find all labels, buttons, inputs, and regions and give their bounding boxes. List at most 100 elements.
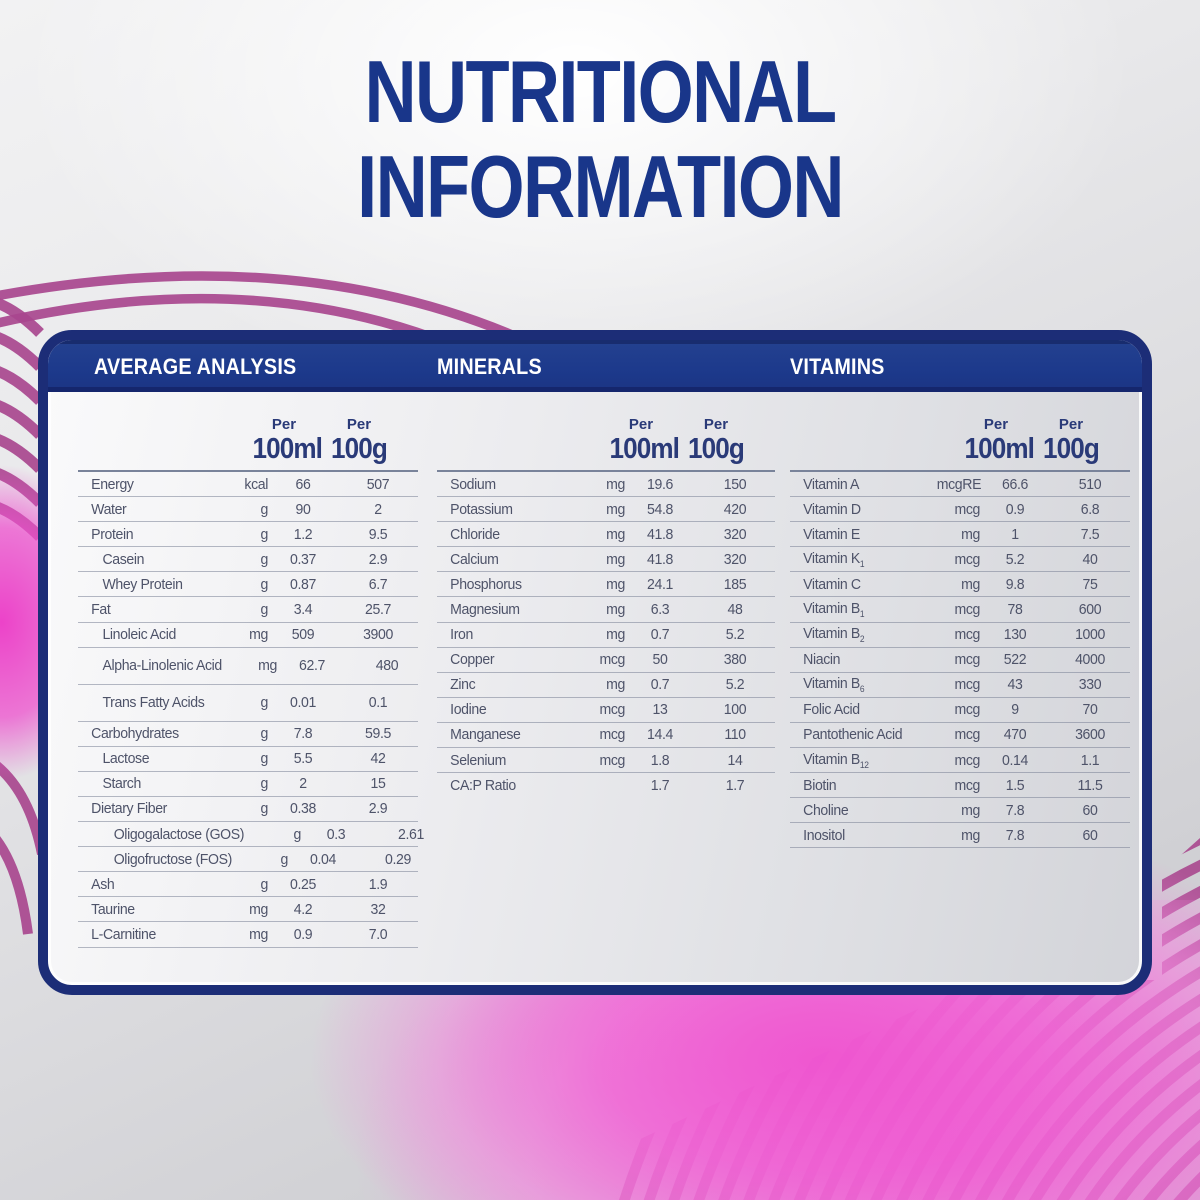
row-value-per-100ml: 522 [1003, 651, 1027, 669]
row-unit: g [260, 775, 269, 793]
row-value-per-100g: 320 [723, 525, 747, 543]
row-value-per-100g: 60 [1082, 801, 1098, 819]
row-value-per-100g: 75 [1082, 575, 1098, 593]
row-unit: g [260, 550, 269, 568]
row-label: Ash [91, 875, 115, 893]
row-value-per-100ml: 90 [295, 500, 311, 518]
table-row: Carbohydrates g 7.8 59.5 [78, 722, 418, 747]
row-unit: mg [249, 925, 268, 943]
column-header-per-100ml: Per 100ml [964, 416, 1035, 465]
table-row: Oligofructose (FOS) g 0.04 0.29 [78, 847, 418, 873]
row-value-per-100ml: 19.6 [647, 475, 673, 493]
row-unit: mg [606, 626, 625, 644]
table-row: Potassium mg 54.8 420 [437, 497, 775, 523]
row-value-per-100ml: 0.9 [1005, 500, 1025, 518]
row-label: Vitamin B12 [803, 750, 869, 770]
row-value-per-100ml: 4.2 [293, 900, 313, 918]
row-value-per-100ml: 14.4 [647, 726, 673, 744]
row-unit: mg [606, 601, 625, 619]
row-label: Lactose [102, 750, 150, 768]
row-value-per-100g: 40 [1082, 550, 1098, 568]
row-value-per-100ml: 1.7 [650, 777, 670, 795]
row-label: CA:P Ratio [450, 777, 516, 795]
table-row: Choline mg 7.8 60 [790, 798, 1130, 824]
row-value-per-100ml: 7.8 [1005, 826, 1025, 844]
table-row: Protein g 1.2 9.5 [78, 522, 418, 548]
row-value-per-100ml: 43 [1007, 676, 1023, 694]
section-heading-minerals: MINERALS [437, 354, 542, 379]
row-value-per-100g: 1000 [1075, 626, 1105, 644]
row-value-per-100ml: 0.37 [290, 550, 316, 568]
row-unit: g [260, 725, 269, 743]
row-label: Vitamin B2 [803, 625, 865, 645]
row-label: Carbohydrates [91, 725, 179, 743]
table-row: Iodine mcg 13 100 [437, 698, 775, 723]
row-value-per-100ml: 66.6 [1002, 475, 1028, 493]
section-heading-average-analysis: AVERAGE ANALYSIS [94, 354, 297, 379]
row-value-per-100g: 3600 [1075, 726, 1105, 744]
top-left-arcs [0, 271, 537, 350]
row-value-per-100g: 59.5 [365, 725, 391, 743]
row-unit: mcg [954, 500, 980, 518]
row-value-per-100ml: 1.5 [1005, 776, 1025, 794]
left-stripes [0, 298, 47, 935]
row-value-per-100g: 110 [724, 726, 746, 744]
row-label: Calcium [450, 550, 499, 568]
row-value-per-100ml: 3.4 [293, 601, 313, 619]
row-value-per-100g: 5.2 [725, 626, 745, 644]
table-vitamins: Per 100ml Per 100g Vitamin A mcgRE 66.6 510… [790, 400, 1130, 849]
row-unit: kcal [244, 475, 268, 493]
row-unit: mcg [954, 726, 980, 744]
section-heading-vitamins: VITAMINS [790, 354, 885, 379]
row-unit: g [260, 601, 269, 619]
page-title-line2: INFORMATION [357, 137, 844, 236]
table-row: Linoleic Acid mg 509 3900 [78, 623, 418, 648]
row-value-per-100g: 1.9 [368, 875, 388, 893]
row-label: Biotin [803, 776, 837, 794]
row-unit: mg [606, 500, 625, 518]
row-value-per-100ml: 62.7 [299, 657, 326, 675]
row-unit: mcg [599, 701, 625, 719]
row-unit: mg [961, 525, 980, 543]
column-header-per-100g: Per 100g [1043, 416, 1100, 465]
table-row: Sodium mg 19.6 150 [437, 472, 775, 498]
row-value-per-100g: 9.5 [368, 525, 388, 543]
table-row: Vitamin B6 mcg 43 330 [790, 673, 1130, 698]
nutrition-panel: AVERAGE ANALYSIS MINERALS VITAMINS Per 1… [38, 330, 1152, 995]
row-value-per-100g: 6.7 [368, 575, 388, 593]
row-unit: g [260, 875, 269, 893]
table-row: Folic Acid mcg 9 70 [790, 698, 1130, 723]
row-value-per-100g: 48 [727, 601, 743, 619]
row-value-per-100g: 420 [723, 500, 747, 518]
row-value-per-100g: 1.7 [725, 777, 745, 795]
row-unit: g [260, 800, 269, 818]
table-row: Inositol mg 7.8 60 [790, 823, 1130, 849]
row-label: Sodium [450, 475, 496, 493]
row-unit: g [260, 694, 269, 712]
table-rows: Sodium mg 19.6 150 Potassium mg 54.8 420 Chlorid… [437, 470, 775, 798]
row-value-per-100g: 480 [375, 657, 399, 675]
row-label: Energy [91, 475, 134, 493]
row-label: Vitamin B1 [803, 600, 865, 620]
row-label: L-Carnitine [91, 925, 156, 943]
column-header-per-100g: Per 100g [331, 416, 388, 465]
row-unit: mcg [954, 601, 980, 619]
row-value-per-100ml: 1 [1011, 525, 1019, 543]
row-value-per-100ml: 41.8 [647, 550, 673, 568]
table-row: Whey Protein g 0.87 6.7 [78, 572, 418, 598]
table-row: Vitamin C mg 9.8 75 [790, 572, 1130, 598]
row-label: Taurine [91, 900, 135, 918]
table-row: Water g 90 2 [78, 497, 418, 523]
table-row: Vitamin E mg 1 7.5 [790, 522, 1130, 548]
row-label: Water [91, 500, 127, 518]
table-row: Vitamin B1 mcg 78 600 [790, 597, 1130, 623]
row-value-per-100ml: 66 [295, 475, 311, 493]
row-unit: mcg [954, 550, 980, 568]
table-row: CA:P Ratio 1.7 1.7 [437, 773, 775, 798]
table-minerals: Per 100ml Per 100g Sodium mg 19.6 150 Potass… [437, 400, 775, 798]
row-value-per-100ml: 41.8 [647, 525, 673, 543]
row-value-per-100ml: 1.8 [650, 751, 670, 769]
table-row: Zinc mg 0.7 5.2 [437, 673, 775, 698]
row-label: Protein [91, 525, 134, 543]
